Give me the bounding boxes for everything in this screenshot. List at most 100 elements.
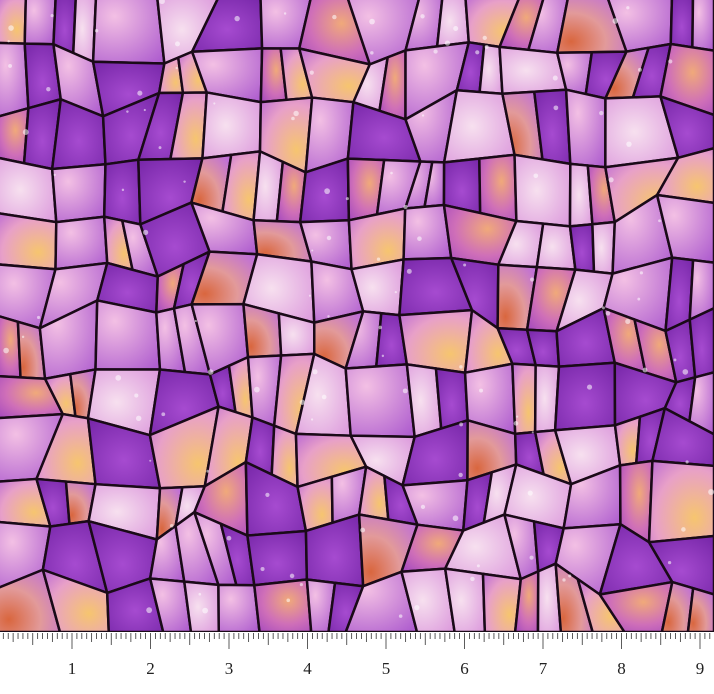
speckle: [260, 567, 265, 572]
speckle: [135, 415, 142, 422]
speckle: [376, 257, 381, 261]
speckle: [94, 29, 99, 33]
speckle: [444, 40, 451, 46]
speckle: [207, 369, 214, 375]
speckle: [476, 564, 480, 568]
speckle: [369, 18, 375, 25]
mosaic-tile: [201, 91, 263, 160]
speckle: [36, 315, 41, 320]
speckle: [453, 25, 459, 32]
ruler-number: 4: [303, 659, 312, 678]
speckle: [321, 394, 327, 400]
mosaic-tile: [655, 193, 714, 264]
speckle: [642, 367, 648, 373]
speckle: [115, 375, 122, 381]
mosaic-tile: [691, 0, 714, 52]
speckle: [286, 598, 291, 603]
speckle: [562, 578, 566, 582]
speckle: [459, 422, 464, 427]
speckle: [183, 180, 186, 183]
speckle: [479, 388, 484, 393]
speckle: [459, 365, 463, 369]
speckle: [470, 576, 475, 582]
ruler-number: 8: [617, 659, 626, 678]
speckle: [533, 173, 539, 179]
speckle: [667, 560, 672, 565]
speckle: [8, 63, 13, 68]
speckle: [299, 399, 306, 405]
speckle: [421, 114, 425, 117]
speckle: [406, 268, 412, 274]
speckle: [552, 75, 558, 81]
speckle: [608, 177, 614, 183]
speckle: [8, 25, 14, 31]
speckle: [291, 116, 295, 121]
speckle: [531, 431, 534, 434]
speckle: [312, 369, 318, 375]
speckle: [673, 358, 677, 362]
speckle: [149, 459, 152, 462]
speckle: [21, 335, 25, 339]
mosaic-tile: [242, 302, 283, 359]
speckle: [553, 105, 559, 111]
mosaic-tile: [478, 153, 518, 223]
mosaic-tile: [0, 0, 28, 45]
speckle: [311, 249, 314, 252]
speckle: [599, 110, 604, 116]
speckle: [639, 271, 643, 275]
speckle: [527, 490, 533, 496]
speckle: [612, 18, 619, 24]
speckle: [234, 15, 240, 22]
ruler-ticks: 1 2 3 4 5 6 7 8 9: [2, 633, 711, 678]
mosaic-tile: [591, 220, 617, 275]
ruler-number: 5: [382, 659, 391, 678]
speckle: [403, 204, 408, 210]
speckle: [134, 393, 139, 398]
speckle: [516, 415, 519, 418]
mosaic-tile: [253, 578, 313, 634]
speckle: [53, 173, 56, 177]
speckle: [417, 236, 422, 241]
mosaic-tile: [651, 406, 714, 468]
ruler-number: 1: [68, 659, 77, 678]
speckle: [253, 386, 260, 393]
speckle: [46, 86, 51, 92]
speckle: [708, 489, 714, 495]
mosaic-tile: [659, 95, 714, 160]
speckle: [414, 605, 420, 611]
speckle: [682, 369, 689, 375]
speckle: [668, 59, 673, 64]
speckle: [22, 129, 29, 136]
speckle: [159, 0, 165, 5]
speckle: [458, 472, 463, 478]
speckle: [309, 70, 314, 75]
mosaic-tile: [217, 583, 261, 634]
mosaic-tile: [0, 156, 58, 224]
speckle: [626, 141, 632, 147]
speckle: [206, 469, 210, 473]
speckle: [121, 188, 125, 192]
mosaic-tile: [0, 212, 58, 271]
mosaic-tile: [23, 0, 57, 46]
mosaic-tile: [659, 42, 714, 117]
mosaic-tile: [655, 146, 714, 205]
speckle: [202, 607, 209, 614]
mosaic-tile: [50, 163, 107, 224]
ruler-number: 6: [460, 659, 469, 678]
speckle: [158, 146, 162, 150]
speckle: [452, 515, 459, 522]
speckle: [310, 418, 314, 421]
mosaic-tile: [513, 153, 572, 228]
speckle: [637, 67, 642, 72]
speckle: [530, 277, 535, 282]
mosaic-tile: [102, 158, 142, 226]
speckle: [658, 219, 661, 223]
speckle: [390, 171, 393, 175]
ruler-number: 9: [696, 659, 705, 678]
mosaic-tile: [568, 222, 596, 273]
mosaic-tile: [434, 367, 469, 430]
speckle: [420, 14, 425, 19]
speckle: [326, 235, 332, 241]
mosaic-tile: [564, 88, 607, 169]
mosaic-tile: [688, 306, 714, 379]
